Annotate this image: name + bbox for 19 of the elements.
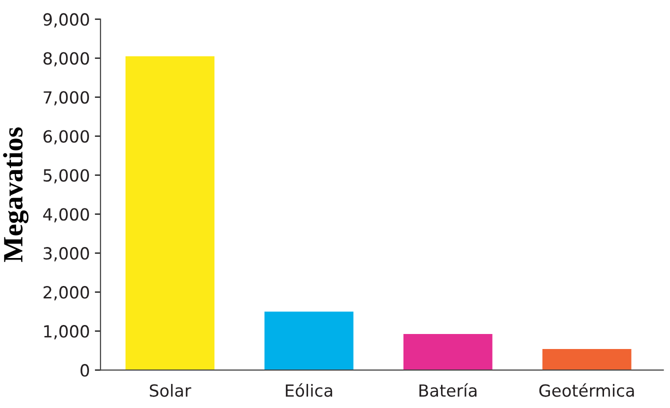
y-tick-label: 1,000 [44,325,89,340]
bar [126,56,214,370]
bar [264,312,354,370]
y-tick-label: 9,000 [43,13,89,28]
y-tick-label: 0 [80,364,89,377]
y-tick-label: 2,000 [44,286,89,300]
y-tick-label: 7,000 [44,91,89,106]
bar [403,334,492,370]
x-tick-label: Eólica [286,383,332,397]
y-tick-label: 4,000 [43,208,89,222]
y-tick-label: 6,000 [44,130,89,144]
y-tick-label: 3,000 [44,247,89,262]
x-tick-label: Geotérmica [539,383,634,397]
bar [542,349,632,370]
x-tick-label: Batería [419,383,476,397]
y-tick-label: 5,000 [44,169,89,184]
x-tick-label: Solar [150,384,192,397]
y-axis-title: Megavatios [3,127,28,262]
y-tick-label: 8,000 [44,52,89,66]
